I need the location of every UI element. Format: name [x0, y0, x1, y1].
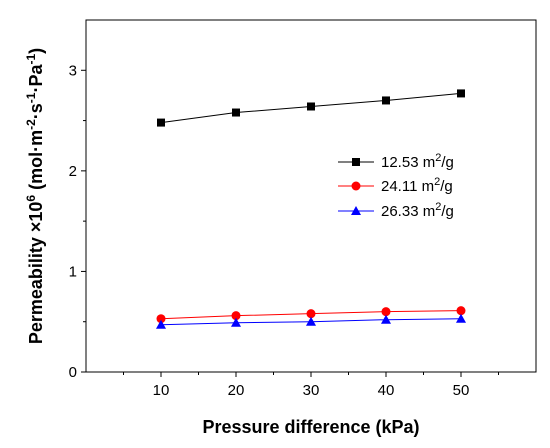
data-point	[156, 319, 166, 329]
data-point	[382, 96, 390, 105]
legend-item-2: 24.11 m2/g	[338, 176, 453, 195]
data-point	[231, 311, 241, 321]
x-tick-label: 30	[303, 382, 320, 399]
y-tick-label: 3	[69, 62, 77, 79]
series-3	[156, 313, 466, 329]
x-tick-label: 20	[228, 382, 245, 399]
x-axis-ticks: 10 20 30 40 50	[123, 372, 499, 399]
y-axis-title-close: )	[26, 48, 46, 54]
data-point	[156, 314, 166, 324]
y-axis-title-unit-end: ·Pa	[26, 64, 46, 93]
y-axis-title-unit: (mol·m	[26, 130, 46, 195]
series-layer	[156, 89, 466, 329]
data-point	[381, 307, 391, 317]
legend-label-3: 26.33 m2/g	[381, 201, 454, 220]
data-point	[231, 317, 241, 327]
legend-marker-square	[352, 158, 360, 166]
data-point	[306, 316, 316, 326]
legend-label-1: 12.53 m2/g	[381, 152, 454, 171]
series-2	[156, 306, 466, 324]
legend-marker-circle	[351, 181, 361, 191]
x-tick-label: 50	[453, 382, 470, 399]
y-axis-title: Permeability ×106 (mol·m-2·s-1·Pa-1)	[24, 48, 46, 344]
x-tick-label: 40	[378, 382, 395, 399]
y-axis-title-unit-exp1: -2	[24, 119, 38, 130]
y-axis-title-unit-exp3: -1	[24, 54, 38, 65]
series-1	[157, 89, 465, 127]
y-tick-label: 0	[69, 364, 77, 381]
y-tick-label: 1	[69, 263, 77, 280]
data-point	[232, 108, 240, 117]
x-axis-title: Pressure difference (kPa)	[202, 417, 419, 437]
data-point	[381, 314, 391, 324]
legend-item-1: 12.53 m2/g	[338, 152, 454, 171]
y-axis-title-main: Permeability ×10	[26, 202, 46, 345]
data-point	[457, 89, 465, 98]
y-tick-label: 2	[69, 163, 77, 180]
x-tick-label: 10	[153, 382, 170, 399]
data-point	[157, 118, 165, 127]
legend-marker-triangle	[351, 206, 361, 215]
y-axis-title-exp: 6	[24, 195, 38, 202]
data-point	[456, 313, 466, 323]
y-axis-title-unit-exp2: -1	[24, 92, 38, 103]
data-point	[307, 102, 315, 111]
y-axis-ticks: 0 1 2 3	[69, 62, 86, 381]
data-point	[306, 309, 316, 319]
y-axis-title-unit-mid: ·s	[26, 103, 46, 119]
legend-label-2: 24.11 m2/g	[381, 176, 453, 195]
legend-item-3: 26.33 m2/g	[338, 201, 454, 220]
data-point	[456, 306, 466, 316]
legend: 12.53 m2/g 24.11 m2/g 26.33 m2/g	[338, 152, 454, 220]
